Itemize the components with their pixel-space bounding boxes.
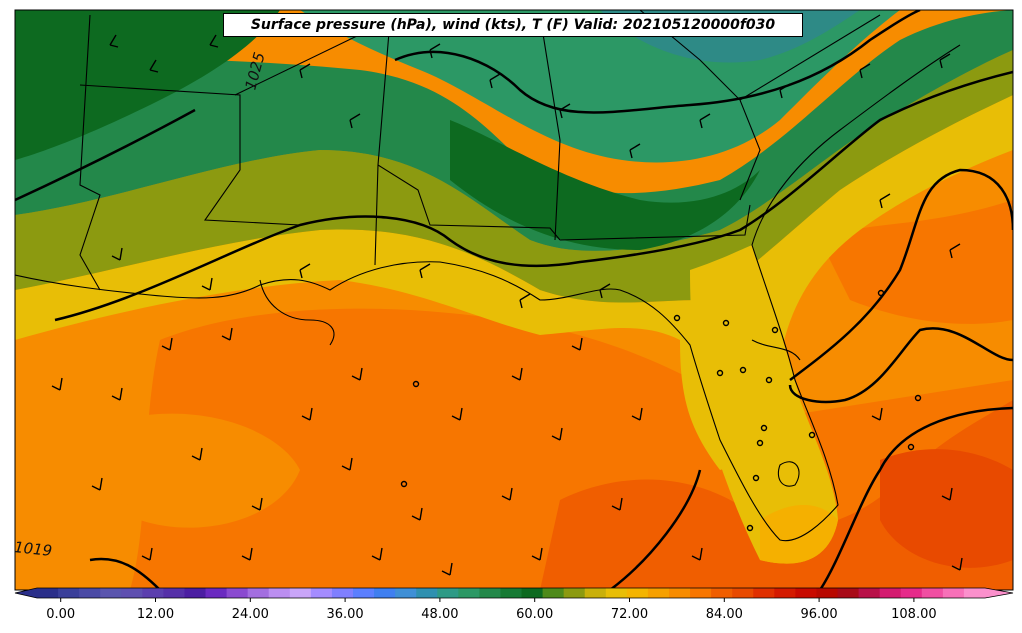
- colorbar-bin: [226, 588, 249, 598]
- colorbar-tick-label: 96.00: [800, 607, 838, 622]
- colorbar-bin: [184, 588, 207, 598]
- colorbar-extend-low: [15, 588, 37, 598]
- colorbar-tick-label: 0.00: [46, 607, 76, 622]
- colorbar-bin: [437, 588, 459, 598]
- colorbar-bin: [858, 588, 881, 598]
- colorbar-tick-label: 12.00: [136, 607, 175, 622]
- map-title: Surface pressure (hPa), wind (kts), T (F…: [223, 13, 803, 37]
- colorbar-bin: [163, 588, 185, 598]
- colorbar-tick-label: 84.00: [705, 607, 743, 622]
- colorbar-tick-label: 108.00: [891, 607, 937, 622]
- colorbar-bin: [331, 588, 354, 598]
- colorbar-bin: [753, 588, 775, 598]
- colorbar-bin: [774, 588, 796, 598]
- isobars: [15, 10, 1013, 590]
- colorbar: [14, 587, 1014, 602]
- colorbar-bin: [268, 588, 291, 598]
- colorbar-bin: [795, 588, 817, 598]
- colorbar-bin: [921, 588, 944, 598]
- colorbar-bin: [521, 588, 544, 598]
- colorbar-bin: [942, 588, 965, 598]
- colorbar-bin: [837, 588, 860, 598]
- colorbar-tick-label: 60.00: [516, 607, 554, 622]
- colorbar-bin: [563, 588, 586, 598]
- colorbar-bin: [79, 588, 101, 598]
- colorbar-bin: [816, 588, 839, 598]
- colorbar-tick-label: 48.00: [421, 607, 459, 622]
- colorbar-tick-label: 24.00: [231, 607, 269, 622]
- colorbar-bin: [310, 588, 333, 598]
- colorbar-bin: [247, 588, 270, 598]
- colorbar-bin: [669, 588, 691, 598]
- colorbar-bin: [142, 588, 164, 598]
- colorbar-bin: [542, 588, 565, 598]
- colorbar-bin: [732, 588, 754, 598]
- colorbar-bin: [647, 588, 670, 598]
- colorbar-bin: [584, 588, 607, 598]
- colorbar-tick-label: 72.00: [610, 607, 649, 622]
- colorbar-bin: [121, 588, 143, 598]
- colorbar-bin: [37, 588, 59, 598]
- colorbar-bin: [416, 588, 438, 598]
- isobar-label-1019: 1019: [13, 538, 54, 560]
- colorbar-bin: [711, 588, 733, 598]
- colorbar-bin: [58, 588, 80, 598]
- colorbar-bin: [479, 588, 501, 598]
- colorbar-bin: [395, 588, 417, 598]
- colorbar-bin: [374, 588, 396, 598]
- colorbar-tick-label: 36.00: [326, 607, 364, 622]
- calm-wind-markers: [400, 289, 922, 532]
- colorbar-extend-high: [985, 588, 1013, 598]
- colorbar-bin: [205, 588, 228, 598]
- colorbar-bin: [500, 588, 523, 598]
- colorbar-bin: [289, 588, 312, 598]
- colorbar-bin: [963, 588, 986, 598]
- colorbar-bin: [900, 588, 923, 598]
- colorbar-bin: [353, 588, 375, 598]
- colorbar-bin: [626, 588, 649, 598]
- colorbar-bin: [605, 588, 628, 598]
- colorbar-outline: [14, 587, 1014, 599]
- colorbar-bin: [879, 588, 902, 598]
- wind-barbs: [51, 34, 963, 576]
- colorbar-bin: [690, 588, 712, 598]
- colorbar-bin: [458, 588, 480, 598]
- colorbar-bin: [100, 588, 122, 598]
